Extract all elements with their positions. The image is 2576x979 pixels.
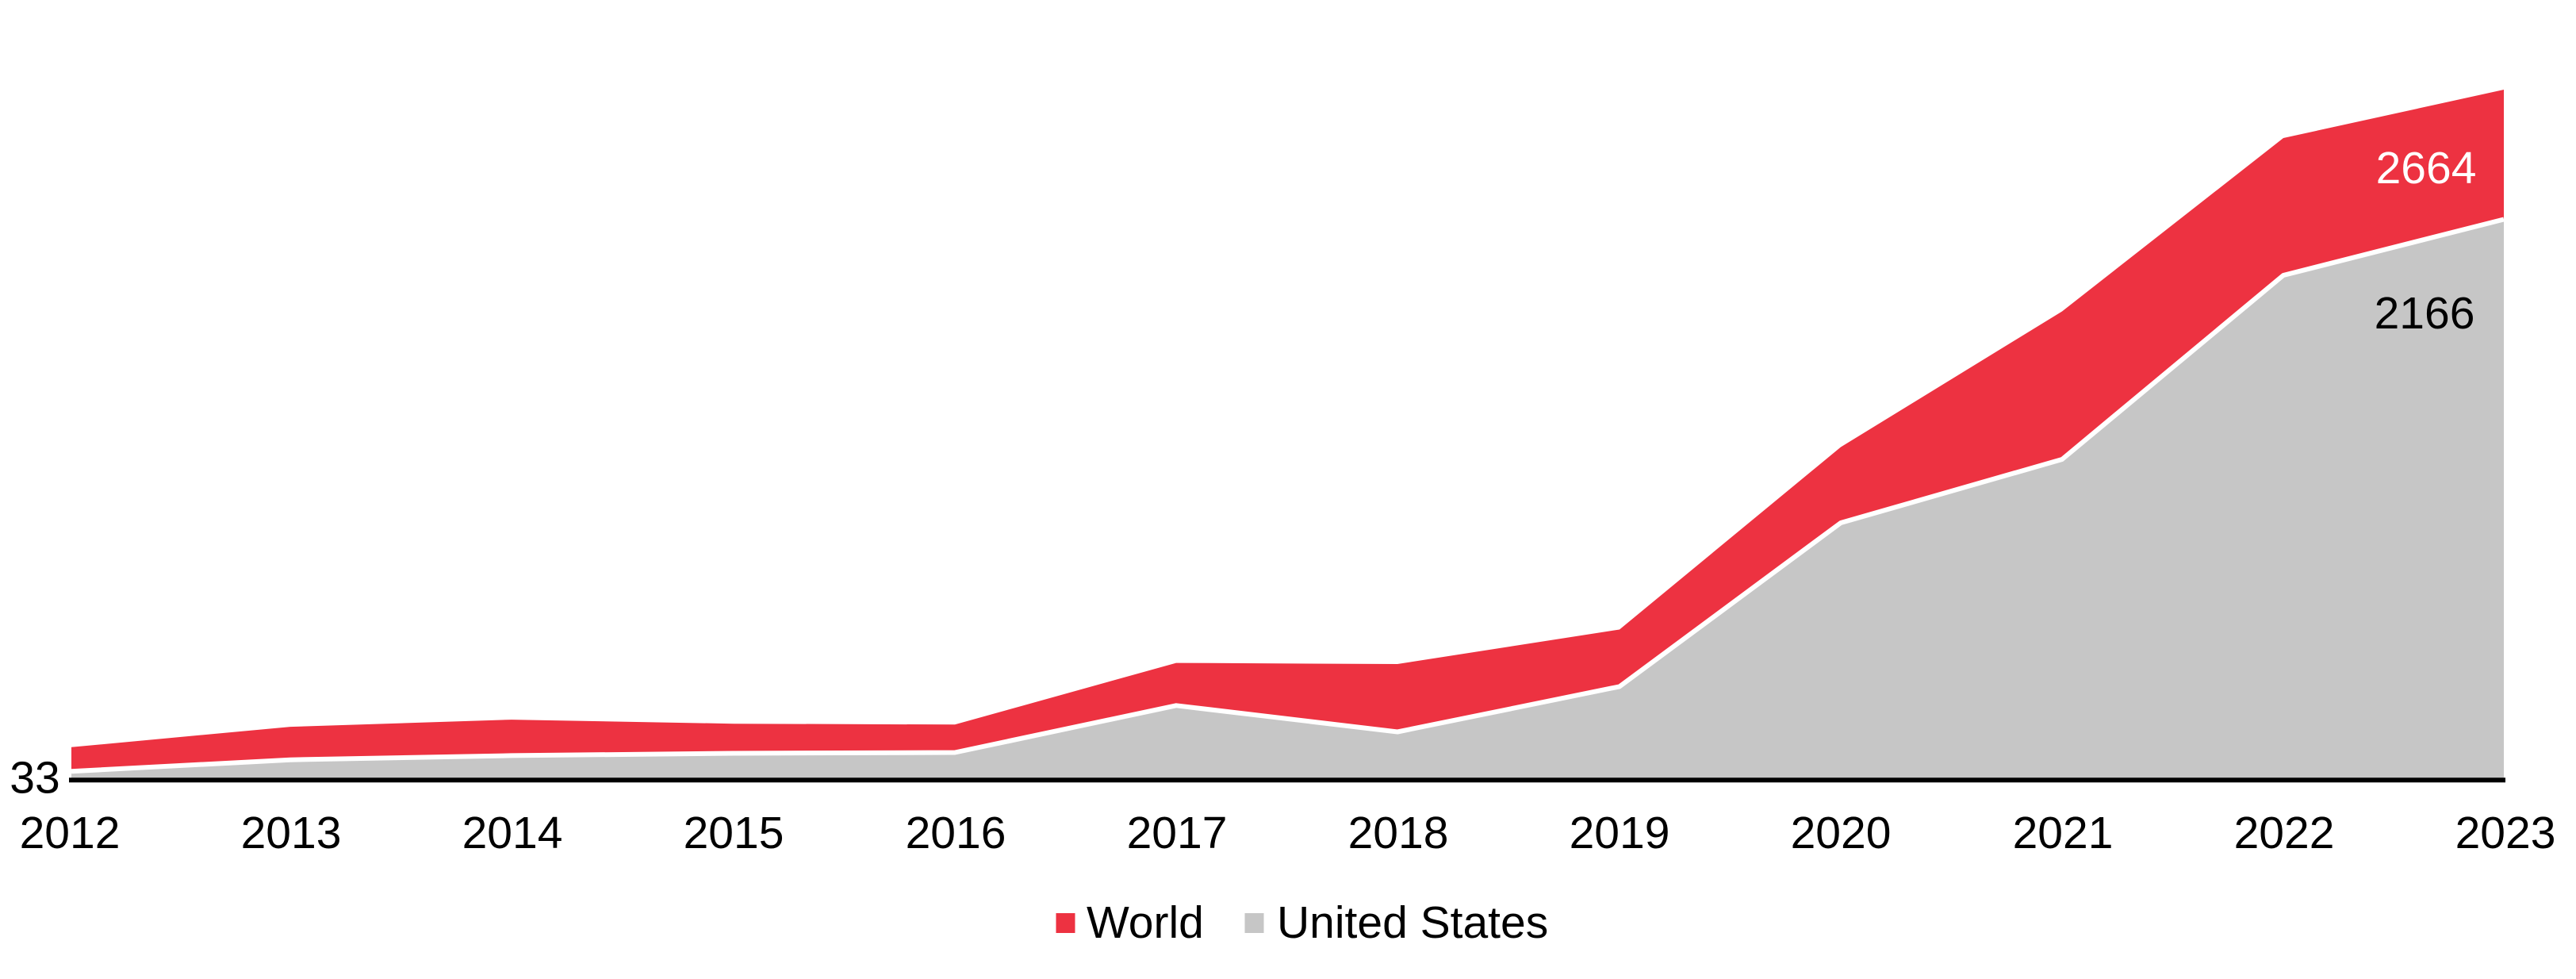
svg-text:2166: 2166 [2375,288,2475,339]
svg-text:2015: 2015 [684,808,784,858]
svg-text:2021: 2021 [2013,808,2114,858]
svg-text:2019: 2019 [1570,808,1670,858]
svg-text:2014: 2014 [462,808,563,858]
svg-text:33: 33 [10,753,59,804]
svg-text:World: World [1087,897,1204,948]
svg-text:2012: 2012 [20,808,121,858]
svg-text:2020: 2020 [1791,808,1892,858]
svg-text:United States: United States [1277,897,1548,948]
svg-text:2018: 2018 [1348,808,1449,858]
svg-text:2664: 2664 [2376,143,2477,194]
svg-text:2023: 2023 [2455,808,2556,858]
svg-text:2013: 2013 [241,808,342,858]
svg-text:2017: 2017 [1127,808,1228,858]
svg-text:2016: 2016 [906,808,1006,858]
svg-text:2022: 2022 [2234,808,2335,858]
